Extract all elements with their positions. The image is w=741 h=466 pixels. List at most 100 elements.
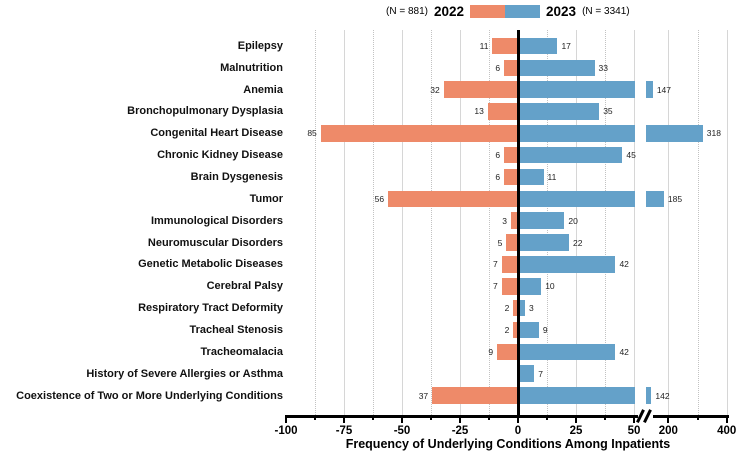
- value-label-2023: 10: [545, 281, 555, 292]
- bar-2023: [518, 37, 558, 55]
- value-label-2023: 42: [619, 259, 629, 270]
- bar-2023: [518, 103, 600, 120]
- legend-swatch-2023: [505, 5, 541, 18]
- axis-tick-label: -75: [335, 425, 353, 437]
- gridline: [605, 30, 606, 415]
- bar-2022: [487, 103, 518, 120]
- bar-2023: [518, 125, 635, 142]
- bar-2023: [518, 256, 616, 273]
- value-label-2023: 45: [626, 150, 636, 161]
- axis-tick-label: 200: [658, 425, 678, 437]
- value-label-2022: 7: [493, 259, 498, 270]
- axis-minor-tick: [546, 415, 548, 420]
- legend: (N = 881) 2022 2023 (N = 3341): [386, 4, 630, 19]
- bar-2023: [518, 168, 544, 186]
- value-label-2022: 7: [493, 281, 498, 292]
- bar-2023-after-break: [645, 387, 652, 404]
- category-label: Brain Dysgenesis: [190, 171, 283, 184]
- axis-tick-label: -100: [274, 425, 298, 437]
- axis-major-tick: [667, 415, 670, 423]
- category-label: Anemia: [243, 83, 283, 96]
- value-label-2023: 142: [655, 390, 670, 401]
- gridline: [460, 30, 461, 415]
- bar-2022: [492, 37, 518, 55]
- bar-2023: [518, 343, 616, 361]
- category-label: Bronchopulmonary Dysplasia: [127, 105, 283, 118]
- category-label: Neuromuscular Disorders: [147, 236, 283, 249]
- bar-2023-after-break: [645, 190, 664, 208]
- axis-tick-label: -50: [393, 425, 411, 437]
- bar-2023: [518, 278, 542, 295]
- bar-2022: [506, 234, 518, 251]
- axis-major-tick: [725, 415, 728, 423]
- gridline: [373, 30, 374, 415]
- gridline: [697, 30, 699, 415]
- category-label: History of Severe Allergies or Asthma: [86, 367, 283, 380]
- category-label: Tumor: [249, 192, 283, 205]
- value-label-2022: 13: [474, 106, 484, 117]
- category-label: Epilepsy: [237, 39, 283, 52]
- x-axis-title: Frequency of Underlying Conditions Among…: [345, 437, 671, 451]
- gridline: [489, 30, 490, 415]
- value-label-2023: 11: [547, 172, 557, 183]
- bar-2023: [518, 212, 565, 229]
- bar-2023: [518, 146, 623, 164]
- bar-2022: [501, 256, 518, 273]
- bar-2022: [504, 59, 518, 77]
- axis-tick-label: 400: [717, 425, 737, 437]
- value-label-2023: 22: [573, 237, 583, 248]
- value-label-2022: 2: [504, 324, 510, 335]
- bar-2022: [432, 387, 518, 404]
- category-label: Cerebral Palsy: [206, 280, 283, 293]
- category-label: Coexistence of Two or More Underlying Co…: [16, 389, 283, 402]
- bar-2022: [388, 190, 518, 208]
- category-label: Genetic Metabolic Diseases: [138, 258, 283, 271]
- bar-2023: [518, 234, 570, 251]
- axis-tick-label: -25: [451, 425, 469, 437]
- value-label-2023: 35: [603, 106, 613, 117]
- bar-2022: [497, 343, 518, 361]
- value-label-2023: 9: [542, 324, 548, 335]
- value-label-2022: 3: [502, 215, 508, 226]
- bar-2023: [518, 59, 595, 77]
- axis-major-tick: [285, 415, 287, 423]
- value-label-2023: 7: [538, 368, 543, 379]
- bar-2023: [518, 321, 539, 339]
- value-label-2022: 37: [418, 390, 429, 401]
- value-label-2022: 56: [374, 193, 385, 204]
- bar-2022: [504, 168, 518, 186]
- bar-2022: [504, 146, 518, 164]
- legend-swatch-2022: [470, 5, 506, 18]
- value-label-2022: 6: [495, 62, 501, 73]
- category-label: Immunological Disorders: [150, 214, 283, 227]
- gridline: [431, 30, 432, 415]
- bar-2022: [443, 81, 518, 98]
- legend-n-2023: (N = 3341): [582, 6, 630, 17]
- axis-major-tick: [459, 415, 461, 423]
- gridline: [726, 30, 728, 415]
- legend-year-2023: 2023: [546, 4, 577, 19]
- axis-major-tick: [401, 415, 403, 423]
- value-label-2022: 9: [488, 346, 494, 357]
- value-label-2022: 6: [495, 172, 501, 183]
- value-label-2023: 3: [528, 303, 534, 314]
- category-label: Respiratory Tract Deformity: [138, 302, 283, 315]
- value-label-2022: 2: [504, 303, 510, 314]
- bar-2023-after-break: [645, 81, 653, 98]
- bar-2022: [513, 299, 518, 317]
- legend-n-2022: (N = 881): [386, 6, 428, 17]
- legend-swatches: [470, 5, 541, 18]
- gridline: [402, 30, 403, 415]
- axis-minor-tick: [430, 415, 432, 420]
- bar-2023: [518, 365, 535, 382]
- axis-tick-label: 50: [627, 425, 641, 437]
- bar-2022: [511, 212, 518, 229]
- zero-axis-line: [516, 30, 520, 417]
- value-label-2023: 20: [568, 215, 578, 226]
- gridline: [576, 30, 577, 415]
- gridline: [315, 30, 316, 415]
- value-label-2023: 42: [619, 346, 629, 357]
- legend-year-2022: 2022: [433, 4, 465, 19]
- gridline: [634, 30, 635, 415]
